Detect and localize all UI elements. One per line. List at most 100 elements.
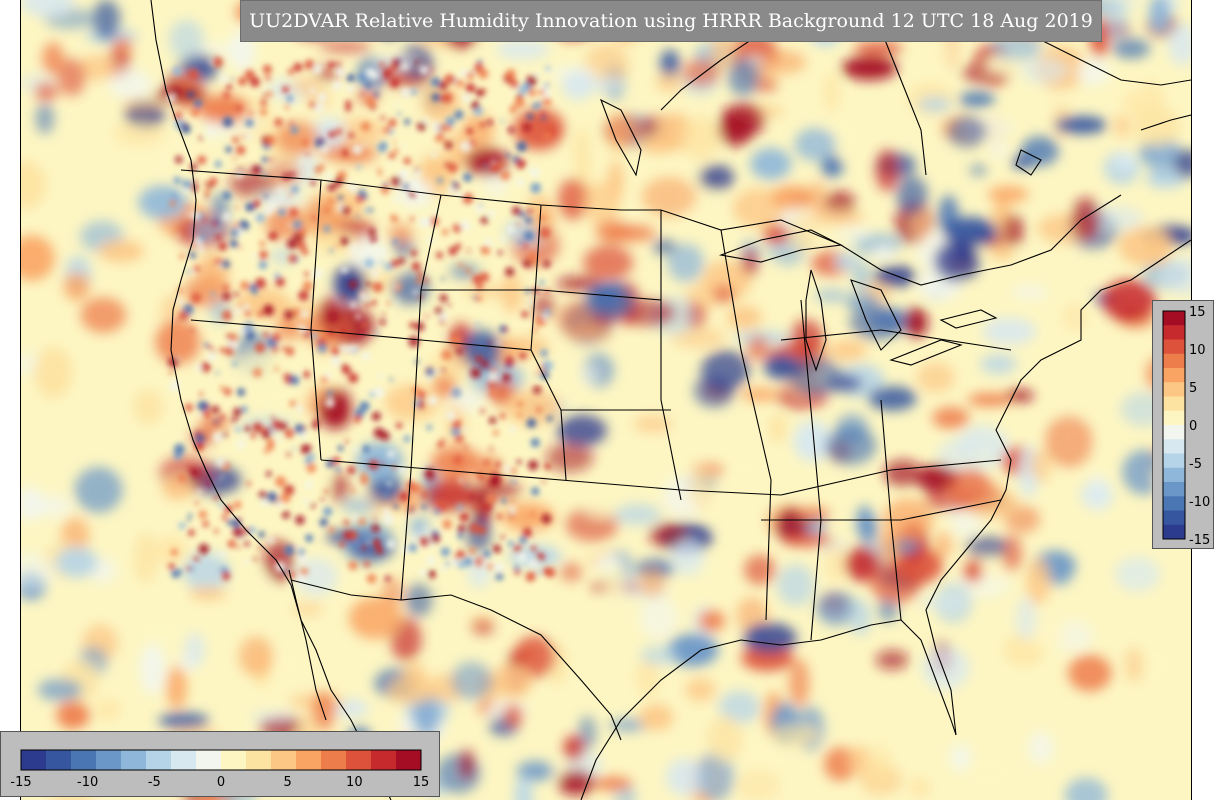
innovation-speck bbox=[352, 446, 359, 453]
innovation-blob bbox=[1147, 231, 1170, 265]
innovation-blob bbox=[189, 586, 227, 601]
innovation-speck bbox=[374, 387, 385, 398]
innovation-speck bbox=[276, 436, 282, 442]
innovation-speck bbox=[212, 555, 217, 560]
innovation-blob bbox=[982, 317, 1036, 345]
innovation-blob bbox=[1105, 0, 1129, 42]
innovation-speck bbox=[526, 75, 538, 86]
innovation-blob bbox=[585, 282, 634, 320]
innovation-speck bbox=[248, 111, 254, 117]
innovation-speck bbox=[481, 360, 491, 370]
innovation-speck bbox=[366, 539, 370, 544]
innovation-detail bbox=[166, 56, 556, 584]
innovation-speck bbox=[214, 496, 220, 501]
innovation-blob bbox=[743, 622, 797, 654]
innovation-blob bbox=[950, 743, 972, 772]
innovation-speck bbox=[454, 110, 464, 120]
innovation-speck bbox=[266, 438, 275, 447]
innovation-blob bbox=[698, 164, 735, 191]
innovation-blob bbox=[98, 240, 144, 263]
innovation-speck bbox=[503, 465, 511, 473]
innovation-speck bbox=[346, 541, 350, 544]
innovation-speck bbox=[527, 460, 539, 471]
innovation-blob bbox=[872, 244, 895, 261]
innovation-speck bbox=[229, 239, 238, 248]
innovation-speck bbox=[419, 65, 429, 75]
innovation-speck bbox=[421, 504, 427, 510]
innovation-speck bbox=[242, 135, 246, 139]
innovation-speck bbox=[198, 234, 206, 242]
innovation-blob bbox=[788, 658, 810, 708]
innovation-speck bbox=[451, 558, 459, 567]
innovation-speck bbox=[411, 180, 420, 190]
innovation-speck bbox=[243, 303, 250, 311]
innovation-speck bbox=[258, 491, 267, 500]
innovation-blob bbox=[286, 495, 314, 531]
innovation-blob bbox=[934, 531, 954, 559]
innovation-blob bbox=[330, 472, 350, 504]
innovation-speck bbox=[198, 543, 210, 555]
innovation-speck bbox=[337, 445, 344, 452]
innovation-speck bbox=[466, 72, 475, 81]
innovation-speck bbox=[489, 476, 500, 488]
innovation-blob bbox=[122, 99, 168, 112]
innovation-speck bbox=[294, 371, 299, 376]
innovation-speck bbox=[447, 162, 458, 173]
innovation-blob bbox=[183, 551, 230, 592]
innovation-speck bbox=[265, 75, 271, 81]
innovation-blob bbox=[613, 503, 662, 526]
innovation-speck bbox=[260, 99, 268, 107]
innovation-speck bbox=[509, 426, 516, 433]
innovation-blob bbox=[782, 533, 833, 547]
innovation-blob bbox=[34, 82, 58, 101]
innovation-speck bbox=[426, 376, 432, 382]
innovation-speck bbox=[173, 176, 181, 185]
innovation-speck bbox=[219, 347, 225, 354]
innovation-speck bbox=[441, 277, 445, 281]
innovation-speck bbox=[525, 216, 533, 224]
innovation-blob bbox=[136, 622, 188, 643]
innovation-speck bbox=[412, 289, 418, 295]
innovation-speck bbox=[239, 302, 244, 307]
lake-erie bbox=[889, 339, 963, 366]
innovation-blob bbox=[190, 218, 228, 240]
innovation-speck bbox=[224, 346, 235, 356]
innovation-speck bbox=[440, 547, 451, 557]
innovation-speck bbox=[262, 172, 268, 178]
innovation-speck bbox=[356, 164, 362, 170]
innovation-speck bbox=[226, 333, 232, 339]
innovation-blob bbox=[847, 745, 872, 775]
innovation-speck bbox=[233, 223, 239, 228]
innovation-blob bbox=[471, 620, 495, 636]
innovation-speck bbox=[464, 266, 469, 270]
innovation-speck bbox=[357, 189, 366, 198]
innovation-speck bbox=[248, 526, 257, 534]
horizontal-colorbar-tick-label: -10 bbox=[77, 775, 98, 790]
innovation-blob bbox=[689, 468, 713, 511]
innovation-speck bbox=[236, 440, 245, 449]
innovation-speck bbox=[323, 489, 329, 494]
innovation-blob bbox=[63, 272, 90, 301]
innovation-speck bbox=[517, 412, 522, 418]
innovation-speck bbox=[265, 471, 272, 477]
innovation-blob bbox=[896, 176, 928, 214]
innovation-speck bbox=[328, 130, 336, 139]
innovation-speck bbox=[245, 118, 254, 127]
innovation-blob bbox=[727, 305, 762, 330]
innovation-speck bbox=[178, 311, 189, 321]
innovation-blob bbox=[458, 749, 475, 780]
innovation-speck bbox=[177, 569, 183, 575]
innovation-speck bbox=[365, 96, 376, 107]
innovation-blob bbox=[583, 245, 633, 281]
innovation-speck bbox=[193, 99, 203, 108]
innovation-blob bbox=[641, 176, 698, 217]
innovation-speck bbox=[381, 141, 388, 147]
innovation-speck bbox=[197, 107, 202, 112]
innovation-speck bbox=[222, 212, 232, 222]
innovation-speck bbox=[393, 504, 399, 510]
innovation-blob bbox=[21, 0, 75, 17]
innovation-speck bbox=[365, 81, 372, 89]
innovation-speck bbox=[325, 371, 332, 379]
innovation-speck bbox=[184, 403, 194, 412]
innovation-speck bbox=[337, 202, 344, 209]
